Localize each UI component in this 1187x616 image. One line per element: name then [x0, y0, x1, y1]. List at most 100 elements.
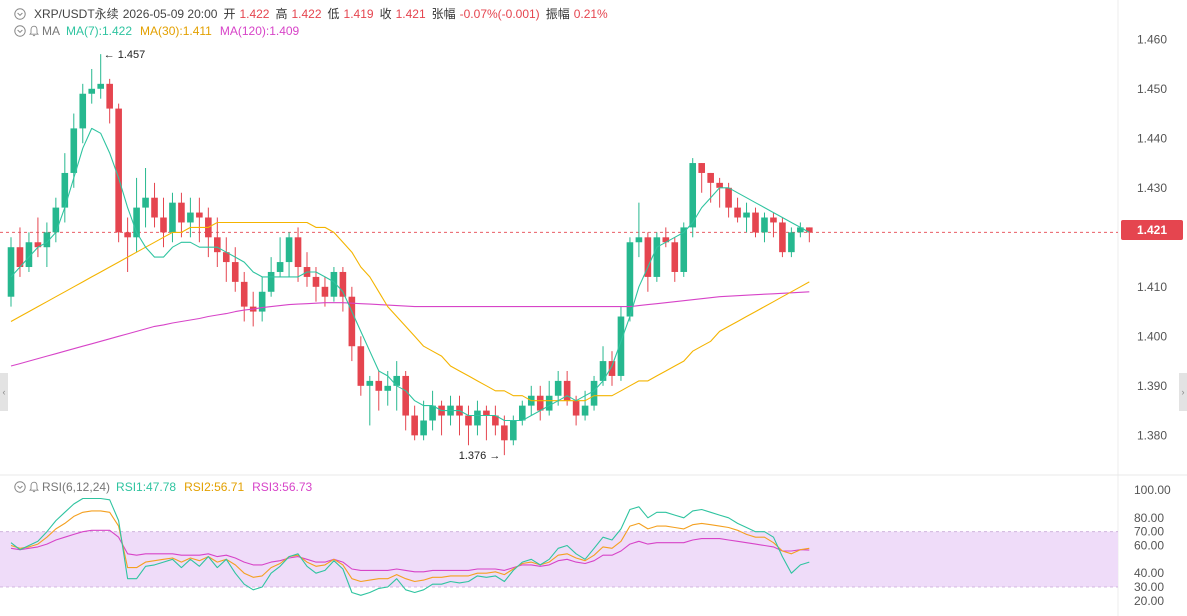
rsi-panel[interactable]	[10, 497, 810, 596]
candle[interactable]	[258, 276, 266, 322]
candle[interactable]	[160, 197, 167, 248]
candle[interactable]	[420, 400, 427, 441]
candle[interactable]	[492, 405, 499, 436]
candle[interactable]	[97, 54, 104, 99]
ma7-line	[10, 127, 810, 422]
candle-body	[384, 385, 392, 391]
candle[interactable]	[725, 182, 732, 218]
candle[interactable]	[169, 192, 176, 243]
candle[interactable]	[438, 400, 445, 436]
candle[interactable]	[743, 202, 750, 233]
candle[interactable]	[402, 370, 409, 431]
candle[interactable]	[205, 207, 212, 258]
candle[interactable]	[644, 232, 652, 292]
candle[interactable]	[348, 286, 356, 362]
candle[interactable]	[43, 222, 51, 268]
candle[interactable]	[312, 267, 320, 302]
candle[interactable]	[61, 153, 69, 223]
candle[interactable]	[106, 78, 113, 124]
candle[interactable]	[590, 375, 598, 411]
candle[interactable]	[124, 217, 131, 272]
collapse-toggle[interactable]	[14, 7, 26, 20]
candle[interactable]	[563, 370, 571, 406]
candle[interactable]	[770, 212, 777, 238]
candle[interactable]	[142, 168, 149, 228]
candle[interactable]	[178, 192, 185, 238]
open-value: 1.422	[239, 6, 270, 21]
candle[interactable]	[671, 237, 679, 282]
candle[interactable]	[617, 306, 625, 381]
candle[interactable]	[375, 370, 383, 411]
candle[interactable]	[599, 346, 607, 386]
candle[interactable]	[321, 276, 329, 307]
chevron-down-icon	[14, 7, 26, 20]
candle[interactable]	[456, 395, 463, 436]
price-tick-label: 1.400	[1137, 329, 1167, 343]
candle[interactable]	[196, 197, 203, 243]
candle[interactable]	[222, 237, 230, 282]
candle[interactable]	[115, 103, 122, 243]
candle[interactable]	[429, 390, 436, 431]
alert-bell-icon[interactable]	[29, 481, 39, 493]
candle[interactable]	[330, 267, 338, 302]
candle[interactable]	[501, 415, 508, 456]
candle[interactable]	[608, 351, 616, 386]
candle[interactable]	[465, 405, 472, 446]
candle[interactable]	[761, 212, 768, 243]
candle[interactable]	[626, 237, 634, 322]
candle[interactable]	[797, 222, 804, 238]
candle[interactable]	[34, 217, 42, 258]
candle[interactable]	[716, 177, 723, 208]
candle[interactable]	[70, 113, 78, 188]
candle[interactable]	[483, 405, 490, 441]
candle[interactable]	[151, 182, 158, 228]
candle[interactable]	[303, 252, 311, 287]
candle[interactable]	[806, 227, 813, 243]
candle[interactable]	[545, 380, 553, 416]
candle[interactable]	[285, 232, 293, 277]
alert-bell-icon[interactable]	[29, 25, 39, 37]
candle[interactable]	[294, 227, 302, 282]
candle[interactable]	[187, 197, 194, 238]
candle[interactable]	[52, 197, 60, 243]
candle[interactable]	[25, 232, 33, 272]
candle[interactable]	[698, 163, 705, 193]
candle[interactable]	[79, 83, 87, 144]
change-value: -0.07%(-0.001)	[459, 6, 540, 21]
rsi-collapse-toggle[interactable]: RSI(6,12,24)	[14, 480, 114, 494]
candle[interactable]	[7, 237, 15, 307]
candle[interactable]	[357, 336, 365, 396]
candle[interactable]	[214, 217, 221, 268]
candle[interactable]	[554, 370, 562, 406]
low-value: 1.419	[343, 6, 374, 21]
candle[interactable]	[88, 68, 96, 104]
candle-body	[97, 83, 104, 89]
candle[interactable]	[788, 227, 795, 258]
candle[interactable]	[133, 177, 140, 253]
candle[interactable]	[518, 400, 526, 426]
candle[interactable]	[276, 237, 284, 277]
candle[interactable]	[689, 158, 697, 238]
candle[interactable]	[231, 247, 239, 292]
candle[interactable]	[474, 400, 481, 436]
candle[interactable]	[662, 227, 670, 248]
candle[interactable]	[411, 405, 418, 441]
candlestick-panel[interactable]	[0, 54, 1118, 456]
candle[interactable]	[680, 222, 688, 277]
scroll-left-button[interactable]: ‹	[0, 373, 8, 411]
candle[interactable]	[779, 217, 786, 258]
candle[interactable]	[16, 227, 24, 277]
candle-body	[196, 212, 203, 218]
candle[interactable]	[339, 267, 347, 312]
candle[interactable]	[536, 385, 544, 421]
candle[interactable]	[752, 207, 759, 238]
candle[interactable]	[653, 232, 661, 282]
candle[interactable]	[366, 375, 374, 426]
scroll-right-button[interactable]: ›	[1179, 373, 1187, 411]
candle[interactable]	[734, 197, 741, 223]
candle[interactable]	[635, 202, 643, 258]
ma-collapse-toggle[interactable]: MA	[14, 24, 64, 38]
candle[interactable]	[240, 271, 248, 322]
